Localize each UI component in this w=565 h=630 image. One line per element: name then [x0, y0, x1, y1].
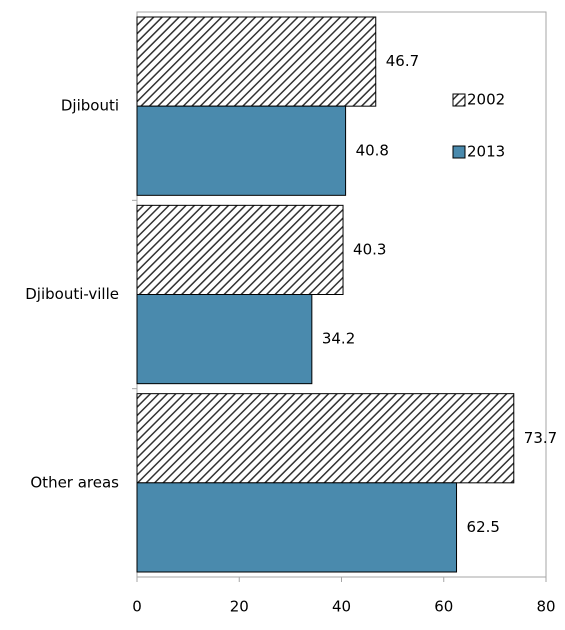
x-tick-label: 20: [230, 598, 249, 616]
y-tick-label: Other areas: [30, 473, 119, 491]
y-tick-label: Djibouti-ville: [25, 285, 119, 303]
legend-label: 2002: [467, 91, 505, 109]
bar: [136, 294, 313, 385]
x-tick-label: 60: [434, 598, 453, 616]
bar: [136, 482, 458, 573]
legend-swatch: [452, 93, 466, 107]
data-label: 73.7: [524, 429, 557, 447]
legend-swatch: [452, 145, 466, 159]
data-label: 40.8: [356, 141, 389, 159]
bar: [136, 105, 347, 196]
x-tick-label: 80: [536, 598, 555, 616]
x-tick-label: 40: [332, 598, 351, 616]
data-label: 46.7: [386, 52, 419, 70]
data-label: 34.2: [322, 330, 355, 348]
bar: [136, 204, 344, 295]
y-tick-label: Djibouti: [61, 97, 119, 115]
legend-label: 2013: [467, 143, 505, 161]
bar: [136, 16, 377, 107]
data-label: 62.5: [467, 518, 500, 536]
bar: [136, 393, 515, 484]
x-tick-label: 0: [132, 598, 142, 616]
data-label: 40.3: [353, 240, 386, 258]
